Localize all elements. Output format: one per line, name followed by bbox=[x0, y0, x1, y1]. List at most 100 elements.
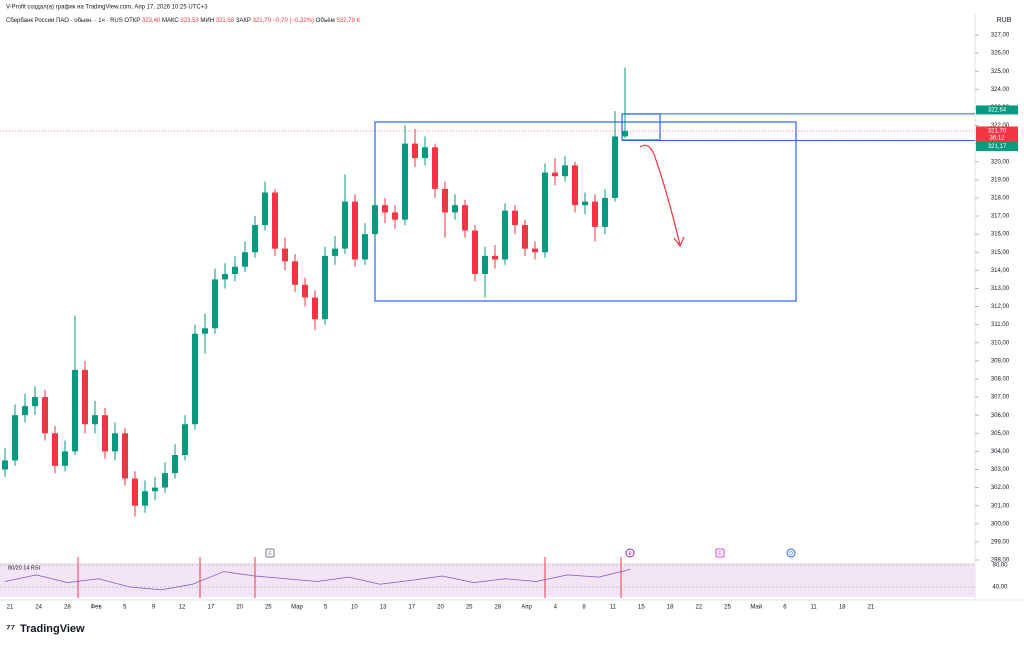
event-letter: E bbox=[718, 551, 722, 557]
price-label: 322,64 bbox=[988, 108, 1007, 114]
x-tick-label: Мар bbox=[291, 605, 303, 611]
rsi-line bbox=[4, 569, 631, 591]
candle-body bbox=[452, 205, 458, 213]
candle-body bbox=[392, 212, 398, 220]
session-markers bbox=[77, 557, 622, 598]
y-tick-label: 320,00 bbox=[991, 159, 1010, 165]
candle-body bbox=[302, 284, 308, 298]
x-tick-label: Апр bbox=[521, 605, 532, 611]
forecast-arrow bbox=[639, 144, 685, 248]
candle-body bbox=[552, 172, 558, 177]
y-tick-label: 322,00 bbox=[991, 123, 1010, 129]
candle-body bbox=[542, 172, 548, 253]
event-icon bbox=[625, 548, 635, 558]
candle-body bbox=[502, 210, 508, 260]
candle-body bbox=[422, 147, 428, 159]
x-tick-label: 5 bbox=[324, 605, 328, 611]
candle-body bbox=[102, 415, 108, 452]
legend-item: 532,79 K bbox=[336, 18, 360, 24]
x-tick-label: 22 bbox=[695, 605, 702, 611]
candle-body bbox=[372, 205, 378, 235]
x-tick-label: 25 bbox=[724, 605, 731, 611]
candle-body bbox=[142, 491, 148, 506]
legend-item: 321,70 bbox=[253, 18, 272, 24]
x-tick-label: Май bbox=[750, 604, 762, 611]
y-tick-label: 301,00 bbox=[991, 503, 1010, 509]
logo: TradingView bbox=[20, 623, 85, 635]
candle-body bbox=[562, 165, 568, 177]
candle-body bbox=[582, 201, 588, 206]
candle-body bbox=[342, 201, 348, 249]
x-tick-label: 25 bbox=[466, 605, 473, 611]
candle-body bbox=[322, 255, 328, 320]
x-tick-label: 13 bbox=[380, 605, 387, 611]
candle-body bbox=[432, 147, 438, 189]
candle-body bbox=[72, 369, 78, 452]
candle-body bbox=[292, 261, 298, 285]
legend-item: Сбербанк России ПАО · обыкн. · 1ч · RUS bbox=[6, 18, 123, 24]
x-tick-label: 12 bbox=[179, 605, 186, 611]
logo-mark: ⁷⁷ bbox=[6, 623, 16, 635]
candle-body bbox=[22, 406, 28, 416]
candle-body bbox=[122, 433, 128, 479]
y-tick-label: 316,00 bbox=[991, 232, 1010, 238]
candle-body bbox=[362, 234, 368, 260]
legend-item: 323,40 bbox=[142, 18, 161, 24]
candle-body bbox=[132, 478, 138, 506]
x-tick-label: 15 bbox=[638, 605, 645, 611]
candle-body bbox=[52, 433, 58, 466]
price-label-box bbox=[976, 142, 1018, 152]
legend-item: ЗАКР bbox=[236, 18, 251, 24]
event-letter: D bbox=[789, 551, 793, 557]
x-tick-label: 5 bbox=[123, 605, 127, 611]
x-tick-label: 28 bbox=[495, 605, 502, 611]
y-tick-label: 310,00 bbox=[991, 340, 1010, 346]
y-tick-label: 318,00 bbox=[991, 196, 1010, 202]
legend-item: 321,58 bbox=[216, 18, 235, 24]
candle-body bbox=[162, 473, 168, 488]
candle-body bbox=[572, 165, 578, 206]
candle-body bbox=[12, 415, 18, 461]
x-tick-label: 17 bbox=[208, 605, 215, 611]
price-label-box bbox=[976, 126, 1018, 143]
candle-body bbox=[42, 397, 48, 434]
y-tick-label: 314,00 bbox=[991, 268, 1010, 274]
candle-body bbox=[82, 369, 88, 425]
candle-body bbox=[612, 136, 618, 198]
x-tick-label: 25 bbox=[265, 605, 272, 611]
rsi-tick-label: 80,00 bbox=[992, 563, 1008, 569]
y-tick-label: 325,00 bbox=[991, 69, 1010, 75]
y-tick-label: 298,00 bbox=[991, 558, 1010, 564]
candle-body bbox=[602, 197, 608, 227]
y-tick-label: 309,00 bbox=[991, 358, 1010, 364]
y-tick-label: 300,00 bbox=[991, 521, 1010, 527]
candle-body bbox=[252, 225, 258, 253]
candle-body bbox=[272, 192, 278, 249]
candle-body bbox=[622, 130, 628, 137]
candle-body bbox=[192, 333, 198, 425]
y-tick-label: 305,00 bbox=[991, 431, 1010, 437]
candle-body bbox=[92, 415, 98, 425]
event-icon bbox=[265, 548, 275, 558]
y-tick-label: 307,00 bbox=[991, 395, 1010, 401]
candle-body bbox=[202, 328, 208, 334]
x-tick-label: 24 bbox=[35, 605, 42, 611]
candle-body bbox=[182, 424, 188, 455]
candle-body bbox=[172, 455, 178, 474]
y-tick-label: 317,00 bbox=[991, 214, 1010, 220]
x-tick-label: 28 bbox=[64, 605, 71, 611]
y-tick-label: 304,00 bbox=[991, 449, 1010, 455]
candle-body bbox=[232, 266, 238, 274]
candle-body bbox=[382, 205, 388, 213]
event-letter: ₽ bbox=[628, 551, 632, 557]
x-tick-label: 18 bbox=[667, 605, 674, 611]
event-icon bbox=[715, 548, 725, 558]
candle-body bbox=[222, 273, 228, 280]
y-tick-label: 312,00 bbox=[991, 304, 1010, 310]
price-label-box bbox=[976, 105, 1018, 115]
x-tick-label: Фев bbox=[91, 605, 102, 611]
y-tick-label: 319,00 bbox=[991, 177, 1010, 183]
header: V-Profit создал(а) график на TradingView… bbox=[6, 5, 208, 11]
